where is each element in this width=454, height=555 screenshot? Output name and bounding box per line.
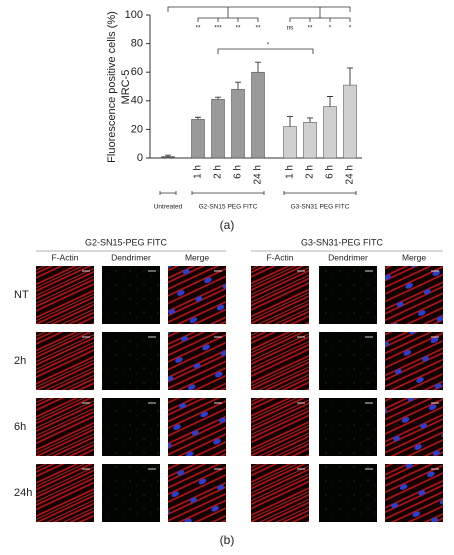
micrograph <box>319 398 377 456</box>
micrograph <box>36 332 94 390</box>
row-label: 2h <box>14 355 26 367</box>
micrograph <box>385 266 443 324</box>
significance-label: *** <box>214 25 222 32</box>
y-tick-label: 20 <box>131 123 143 135</box>
error-bar <box>327 96 333 107</box>
micrograph <box>251 266 309 324</box>
x-tick-label: 6 h <box>325 165 336 179</box>
micrograph <box>385 398 443 456</box>
bar <box>191 119 205 159</box>
micrograph <box>168 398 226 456</box>
error-bar <box>255 61 261 73</box>
bar <box>251 71 265 159</box>
y-tick-label: 40 <box>131 95 143 107</box>
y-tick-label: 80 <box>131 38 143 50</box>
x-tick-label: 24 h <box>253 165 264 184</box>
significance-label: ** <box>307 25 313 32</box>
micrograph <box>319 332 377 390</box>
micrograph <box>36 266 94 324</box>
x-tick-label: 2 h <box>213 165 224 179</box>
significance-label: ** <box>235 25 241 32</box>
x-tick-label: 2 h <box>305 165 316 179</box>
error-bar <box>235 81 241 90</box>
x-tick-label: 6 h <box>233 165 244 179</box>
bar <box>211 99 225 159</box>
x-tick-label: 1 h <box>193 165 204 179</box>
caption: (b) <box>220 533 235 547</box>
column-label: Dendrimer <box>328 252 368 262</box>
bar <box>231 89 245 159</box>
column-label: Dendrimer <box>111 252 151 262</box>
row-label: 6h <box>14 421 26 433</box>
micrograph <box>36 464 94 522</box>
group-label: G3-SN31 PEG FITC <box>291 204 350 211</box>
y-tick-label: 60 <box>131 66 143 78</box>
y-axis-label: Fluorescence positive cells (%) <box>106 11 118 163</box>
row-label: 24h <box>14 487 32 499</box>
significance-label: ** <box>195 25 201 32</box>
error-bar <box>307 117 313 123</box>
error-bar <box>287 116 293 127</box>
column-label: F-Actin <box>267 252 294 262</box>
y-axis-label: MRC-5 <box>120 70 132 105</box>
y-tick-label: 100 <box>125 9 143 21</box>
micrograph <box>102 266 160 324</box>
bar <box>303 122 317 159</box>
micrograph <box>168 332 226 390</box>
significance-label: * <box>267 42 270 49</box>
column-label: Merge <box>402 252 426 262</box>
bar <box>283 126 297 159</box>
micrograph <box>168 464 226 522</box>
error-bar <box>165 154 171 157</box>
micrograph <box>251 332 309 390</box>
micrograph <box>385 332 443 390</box>
error-bar <box>347 67 353 86</box>
caption: (a) <box>220 218 235 232</box>
bar <box>323 106 337 159</box>
group-title: G3-SN31-PEG FITC <box>301 237 384 247</box>
group-title: G2-SN15-PEG FITC <box>85 237 168 247</box>
significance-label: ns <box>287 25 295 32</box>
bar <box>161 156 175 159</box>
x-tick-label: 24 h <box>345 165 356 184</box>
y-tick-label: 0 <box>137 152 143 164</box>
group-label: Untreated <box>154 204 183 211</box>
micrograph <box>36 398 94 456</box>
column-label: Merge <box>185 252 209 262</box>
significance-label: * <box>329 25 332 32</box>
significance-brackets <box>159 6 357 195</box>
x-tick-label: 1 h <box>285 165 296 179</box>
group-label: G2-SN15 PEG FITC <box>199 204 258 211</box>
error-bar <box>195 116 201 120</box>
micrograph <box>251 464 309 522</box>
micrograph <box>319 266 377 324</box>
bar <box>343 84 357 159</box>
column-label: F-Actin <box>52 252 79 262</box>
micrograph <box>102 464 160 522</box>
error-bar <box>215 96 221 100</box>
row-label: NT <box>14 289 29 301</box>
micrograph <box>102 332 160 390</box>
micrograph <box>319 464 377 522</box>
micrograph <box>168 266 226 324</box>
micrograph <box>102 398 160 456</box>
significance-label: ** <box>255 25 261 32</box>
micrograph <box>385 464 443 522</box>
micrograph <box>251 398 309 456</box>
significance-label: * <box>349 25 352 32</box>
